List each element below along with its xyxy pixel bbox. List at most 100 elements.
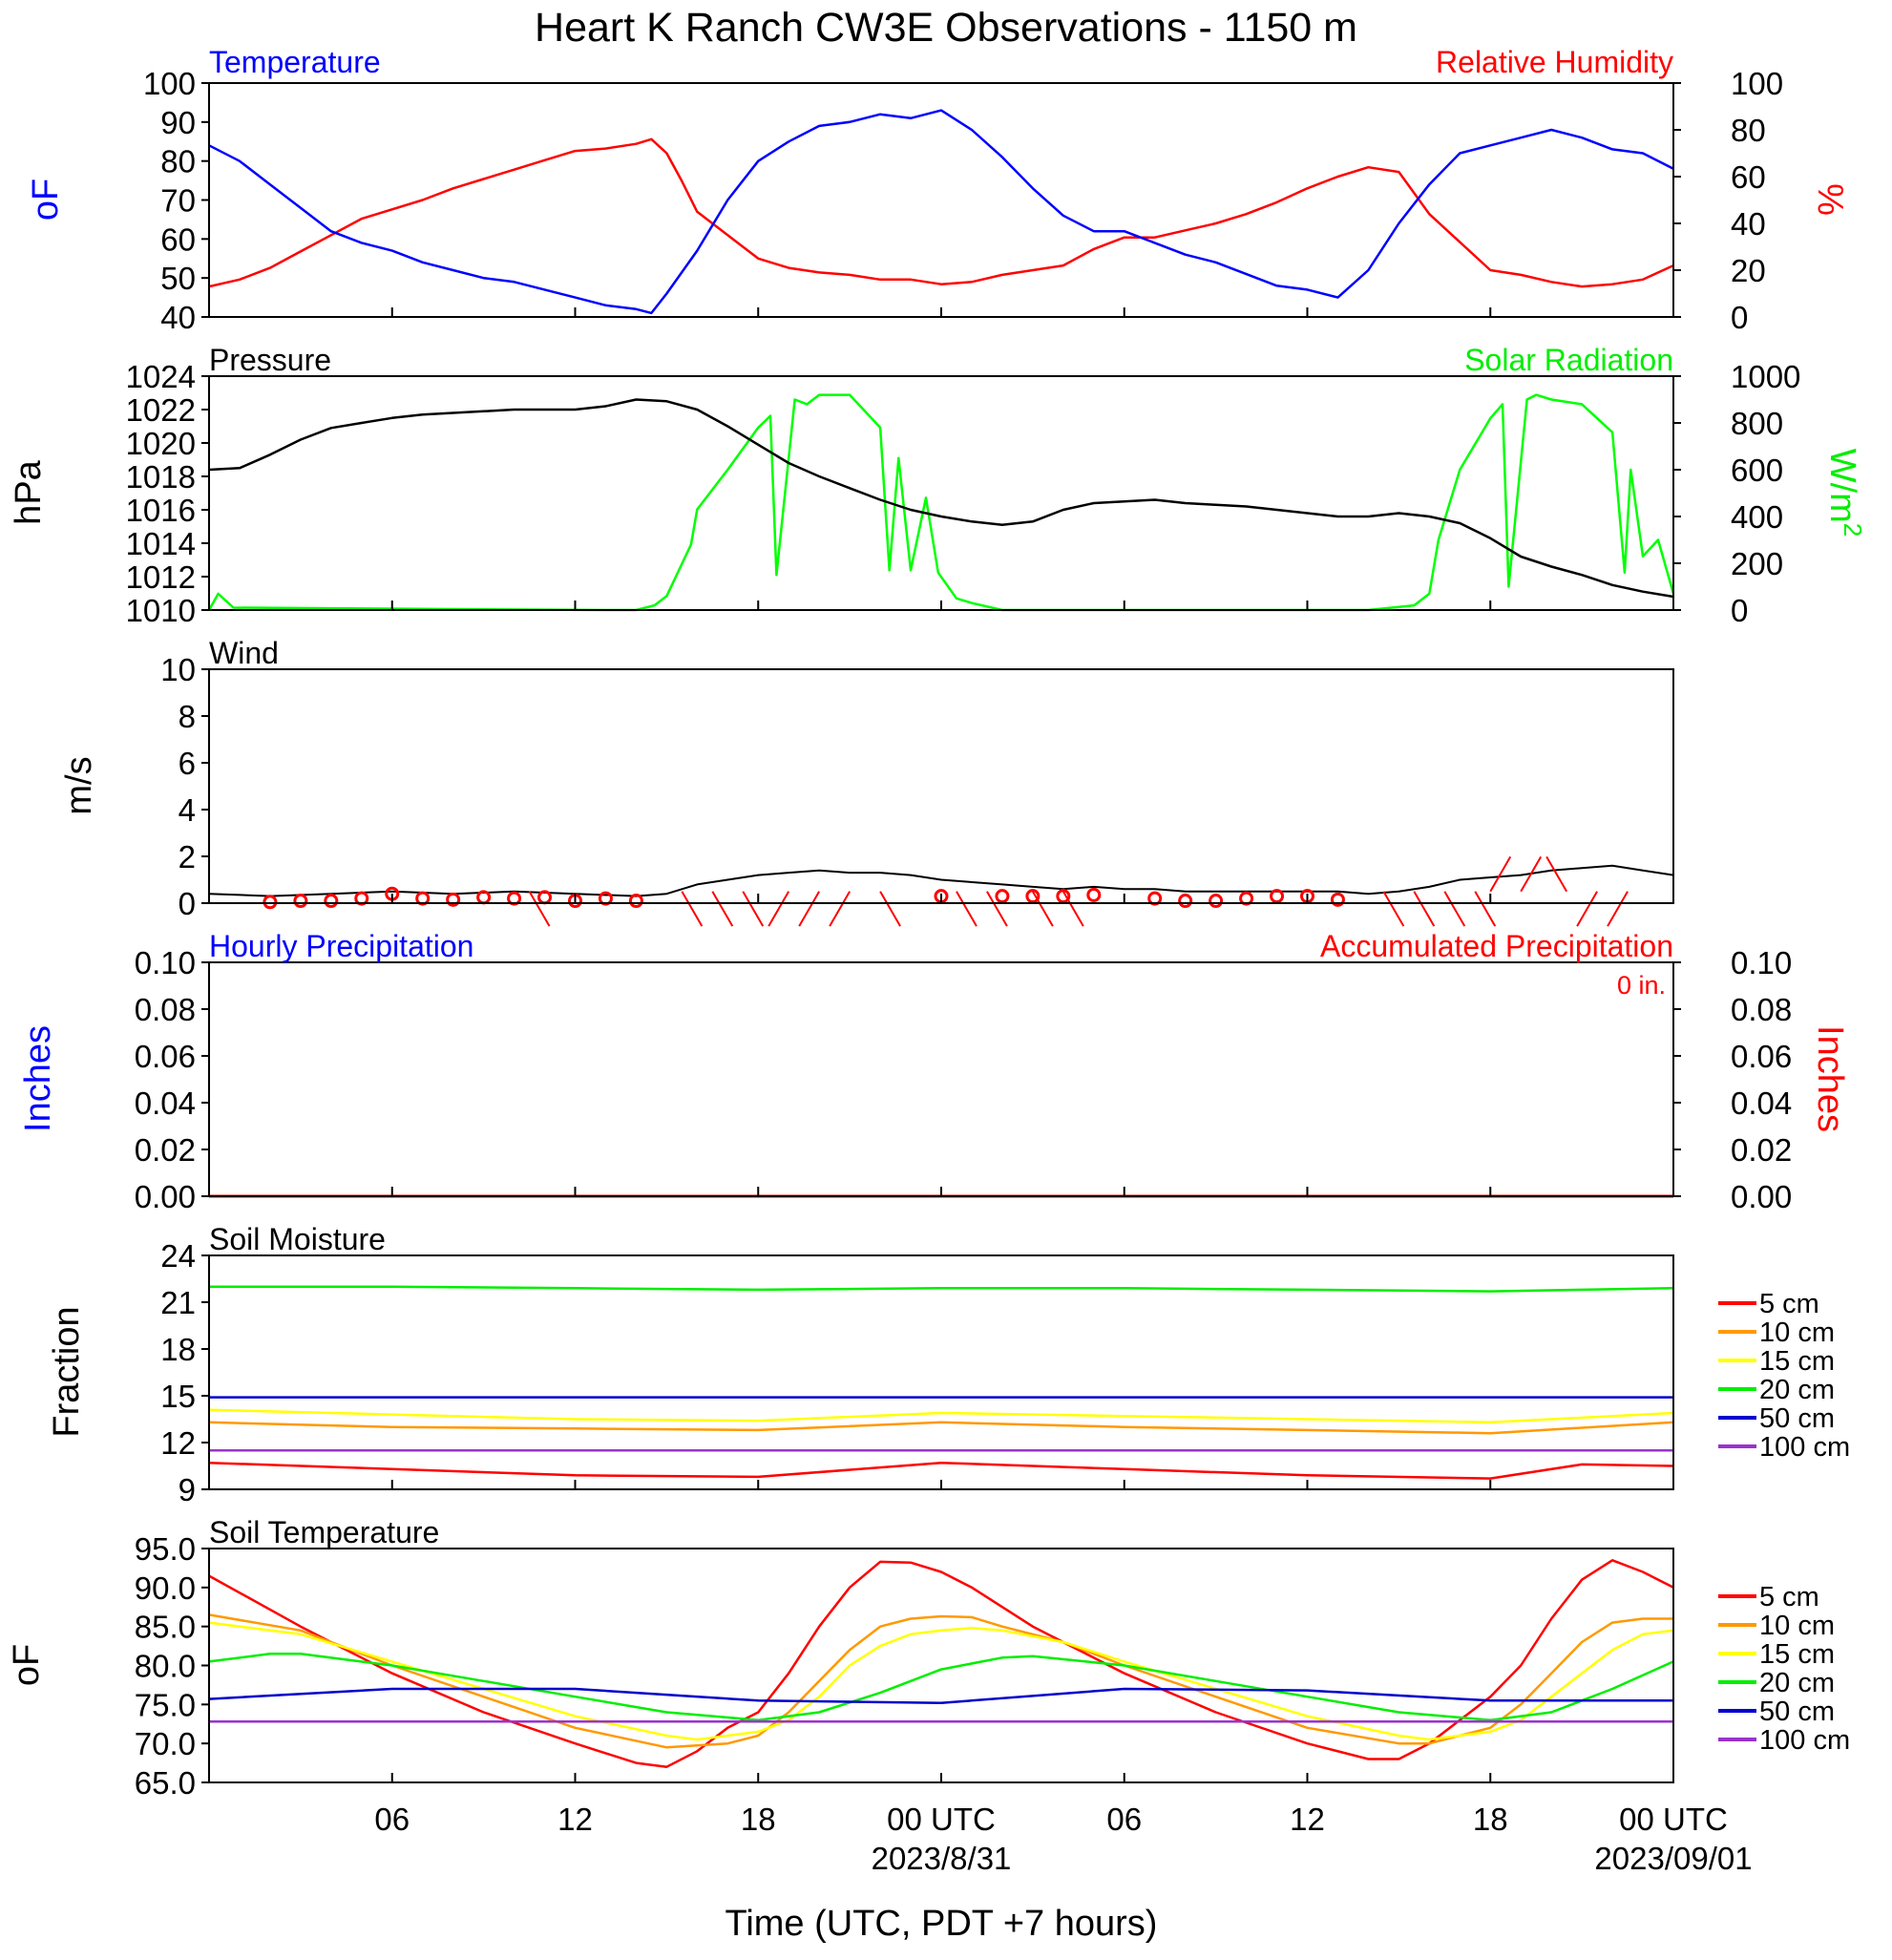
- legend-label: 100 cm: [1759, 1432, 1850, 1463]
- wind-barb: [1520, 855, 1543, 893]
- legend-label: 5 cm: [1759, 1582, 1819, 1612]
- humidity-line: [208, 137, 1674, 288]
- calm-wind-marker: [1270, 889, 1285, 904]
- x-tick-label: 12: [557, 1802, 593, 1837]
- soil-temperature-line-15cm: [208, 1621, 1674, 1741]
- pressure-unit: hPa: [9, 459, 49, 524]
- calm-wind-marker: [995, 889, 1010, 904]
- calm-wind-marker: [354, 891, 369, 906]
- left-tick-label: 65.0: [135, 1765, 196, 1801]
- left-tick-label: 85.0: [135, 1610, 196, 1645]
- wind-title: Wind: [209, 636, 279, 670]
- wind-unit: m/s: [59, 756, 99, 814]
- wind-speed-line: [208, 864, 1674, 897]
- soil-temperature-unit: oF: [7, 1644, 47, 1686]
- left-tick-label: 0.00: [135, 1179, 196, 1214]
- chart-title: Heart K Ranch CW3E Observations - 1150 m: [535, 5, 1357, 51]
- left-tick-label: 100: [143, 66, 196, 101]
- wind-barb: [1032, 891, 1054, 927]
- solar-radiation-line: [207, 393, 1675, 612]
- accum-precip-total: 0 in.: [1617, 971, 1666, 1000]
- right-tick-label: 600: [1731, 453, 1783, 488]
- right-tick-label: 800: [1731, 406, 1783, 441]
- wind-barb: [1489, 855, 1512, 893]
- left-tick-label: 8: [179, 699, 196, 734]
- calm-wind-marker: [598, 891, 613, 906]
- temperature-line: [208, 109, 1674, 315]
- panel3-frame: [208, 668, 1674, 904]
- left-tick-label: 0: [179, 886, 196, 921]
- right-tick-label: 0.04: [1731, 1085, 1792, 1121]
- soil-temperature-line-10cm: [208, 1613, 1673, 1749]
- left-tick-label: 80: [160, 144, 196, 179]
- solar-unit: W/m2: [1822, 449, 1867, 537]
- left-tick-label: 1016: [126, 493, 196, 528]
- wind-barb: [711, 891, 734, 927]
- left-tick-label: 70.0: [135, 1726, 196, 1761]
- x-tick-label: 00 UTC: [1619, 1802, 1728, 1837]
- hourly-precip-title: Hourly Precipitation: [209, 929, 473, 963]
- right-tick-label: 80: [1731, 113, 1766, 148]
- legend-label: 10 cm: [1759, 1611, 1835, 1641]
- wind-barb: [767, 891, 790, 927]
- calm-wind-marker: [263, 895, 278, 910]
- left-tick-label: 0.10: [135, 945, 196, 980]
- panel2-frame: [208, 375, 1674, 611]
- left-tick-label: 1020: [126, 426, 196, 461]
- calm-wind-marker: [1209, 894, 1224, 909]
- left-tick-label: 1018: [126, 459, 196, 495]
- panel6-frame: [208, 1548, 1674, 1783]
- right-tick-label: 0.08: [1731, 992, 1792, 1027]
- x-tick-label: 00 UTC: [887, 1802, 996, 1837]
- panel4-marks: [209, 1187, 1674, 1198]
- soil-temperature-line-20cm: [208, 1653, 1674, 1721]
- left-tick-label: 1010: [126, 593, 196, 628]
- wind-barb: [742, 891, 765, 927]
- right-tick-label: 0.06: [1731, 1039, 1792, 1074]
- x-date-label: 2023/8/31: [872, 1841, 1012, 1876]
- legend-label: 15 cm: [1759, 1346, 1835, 1377]
- left-tick-label: 4: [179, 792, 196, 828]
- panel-soil-temperature: Soil Temperature oF 95.090.0 85.0 80.075.0…: [7, 1515, 1850, 1801]
- panel-pressure-solar: Pressure Solar Radiation hPa W/m2 102410…: [9, 343, 1867, 628]
- right-tick-label: 0: [1731, 300, 1748, 335]
- left-tick-label: 40: [160, 300, 196, 335]
- calm-wind-marker: [1147, 891, 1163, 906]
- wind-barb: [1607, 891, 1629, 927]
- accum-precip-unit: Inches: [1810, 1025, 1850, 1132]
- calm-wind-marker: [1056, 889, 1071, 904]
- wind-barb: [528, 891, 551, 927]
- left-tick-label: 18: [160, 1332, 196, 1367]
- x-axis-date-labels: 2023/8/31 2023/09/01: [872, 1841, 1753, 1876]
- left-tick-label: 21: [160, 1285, 196, 1320]
- x-tick-label: 06: [1106, 1802, 1142, 1837]
- x-date-label: 2023/09/01: [1594, 1841, 1752, 1876]
- soil-moisture-line-15cm: [208, 1408, 1674, 1424]
- legend-label: 50 cm: [1759, 1403, 1835, 1434]
- x-tick-label: 18: [741, 1802, 776, 1837]
- right-tick-label: 40: [1731, 206, 1766, 242]
- left-tick-label: 70: [160, 183, 196, 219]
- wind-barb: [1443, 891, 1466, 927]
- panel2-marks: [207, 393, 1675, 612]
- panel6-left-ticks: 95.090.0 85.0 80.075.0 70.0 65.0: [135, 1531, 209, 1801]
- temperature-title: Temperature: [209, 45, 381, 79]
- legend-label: 20 cm: [1759, 1375, 1835, 1405]
- calm-wind-marker: [1086, 887, 1102, 902]
- legend-label: 50 cm: [1759, 1697, 1835, 1727]
- hourly-precip-unit: Inches: [18, 1025, 58, 1132]
- calm-wind-marker: [293, 894, 308, 909]
- calm-wind-marker: [1330, 892, 1345, 907]
- left-tick-label: 6: [179, 746, 196, 781]
- soil-temperature-line-50cm: [208, 1687, 1673, 1704]
- wind-barb: [681, 891, 704, 927]
- x-tick-label: 18: [1473, 1802, 1508, 1837]
- panel4-right-ticks: 0.10 0.08 0.06 0.04 0.02 0.00: [1673, 945, 1792, 1214]
- accum-precip-title: Accumulated Precipitation: [1320, 929, 1673, 963]
- left-tick-label: 80.0: [135, 1649, 196, 1684]
- right-tick-label: 100: [1731, 66, 1783, 101]
- pressure-title: Pressure: [209, 343, 331, 377]
